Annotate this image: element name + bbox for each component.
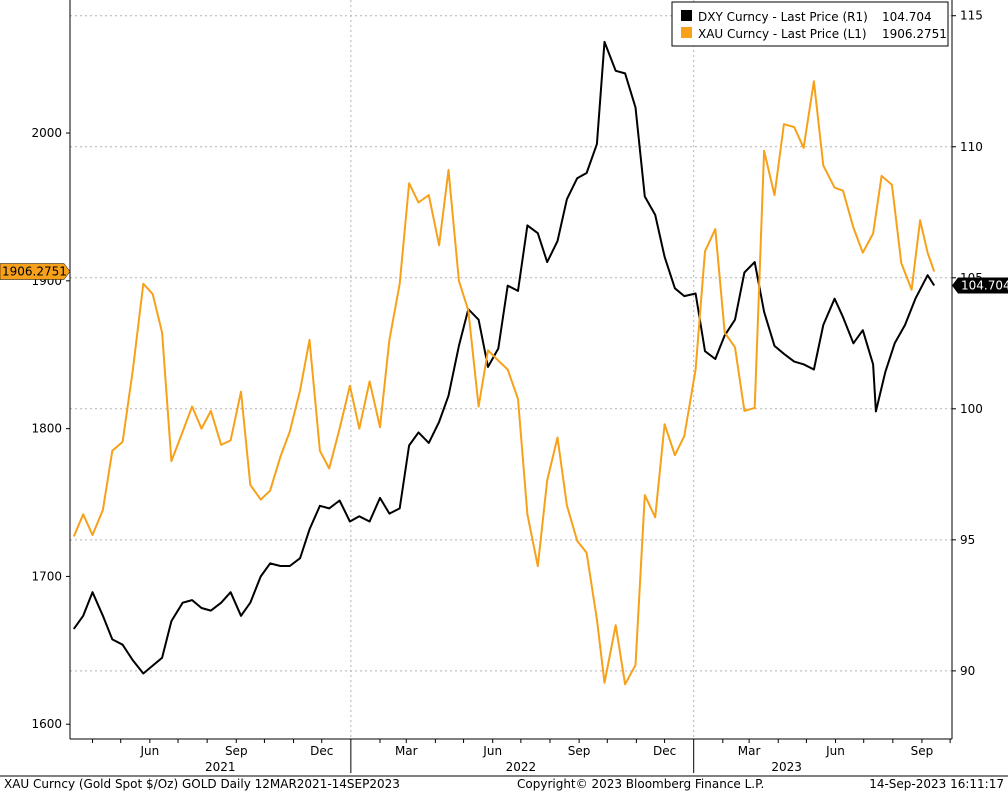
left-tick-label: 1600 [31,717,62,731]
right-tick-label: 110 [960,140,983,154]
year-label: 2021 [205,760,236,774]
left-tick-label: 2000 [31,126,62,140]
x-tick-label: Sep [911,744,934,758]
axes: 160017001800190020009095100105110115JunS… [0,0,1008,777]
legend: DXY Curncy - Last Price (R1) 104.704 XAU… [671,1,949,47]
x-tick-label: Dec [653,744,676,758]
legend-box [671,1,949,47]
series-lines [72,40,936,686]
legend-label-dxy: DXY Curncy - Last Price (R1) [698,10,868,24]
x-tick-label: Mar [395,744,418,758]
legend-swatch-dxy [681,10,692,21]
right-tick-label: 90 [960,664,975,678]
year-label: 2023 [771,760,802,774]
footer-security: XAU Curncy (Gold Spot $/Oz) GOLD Daily 1… [4,777,400,791]
right-tick-label: 100 [960,402,983,416]
x-tick-label: Sep [568,744,591,758]
right-tick-label: 95 [960,533,975,547]
last-value-badge-xau [0,263,71,280]
x-tick-label: Mar [738,744,761,758]
legend-value-xau: 1906.2751 [882,27,947,41]
x-tick-label: Jun [139,744,159,758]
legend-label-xau: XAU Curncy - Last Price (L1) [698,27,867,41]
year-label: 2022 [506,760,537,774]
footer: XAU Curncy (Gold Spot $/Oz) GOLD Daily 1… [4,777,1004,791]
footer-copyright: Copyright© 2023 Bloomberg Finance L.P. [517,777,764,791]
legend-value-dxy: 104.704 [882,10,932,24]
last-value-text-dxy: 104.704 [961,279,1008,293]
series-line-dxy [72,40,936,675]
x-tick-label: Jun [825,744,845,758]
right-tick-label: 115 [960,9,983,23]
left-tick-label: 1700 [31,569,62,583]
series-line-xau [72,80,936,686]
last-value-labels: 104.704 1906.2751 [0,263,1008,294]
last-value-badge-dxy [952,277,1008,294]
footer-timestamp: 14-Sep-2023 16:11:17 [869,777,1004,791]
left-tick-label: 1800 [31,422,62,436]
legend-swatch-xau [681,27,692,38]
last-value-text-xau: 1906.2751 [2,265,67,279]
x-tick-label: Dec [310,744,333,758]
x-tick-label: Sep [225,744,248,758]
x-tick-label: Jun [482,744,502,758]
gridlines [70,0,952,739]
